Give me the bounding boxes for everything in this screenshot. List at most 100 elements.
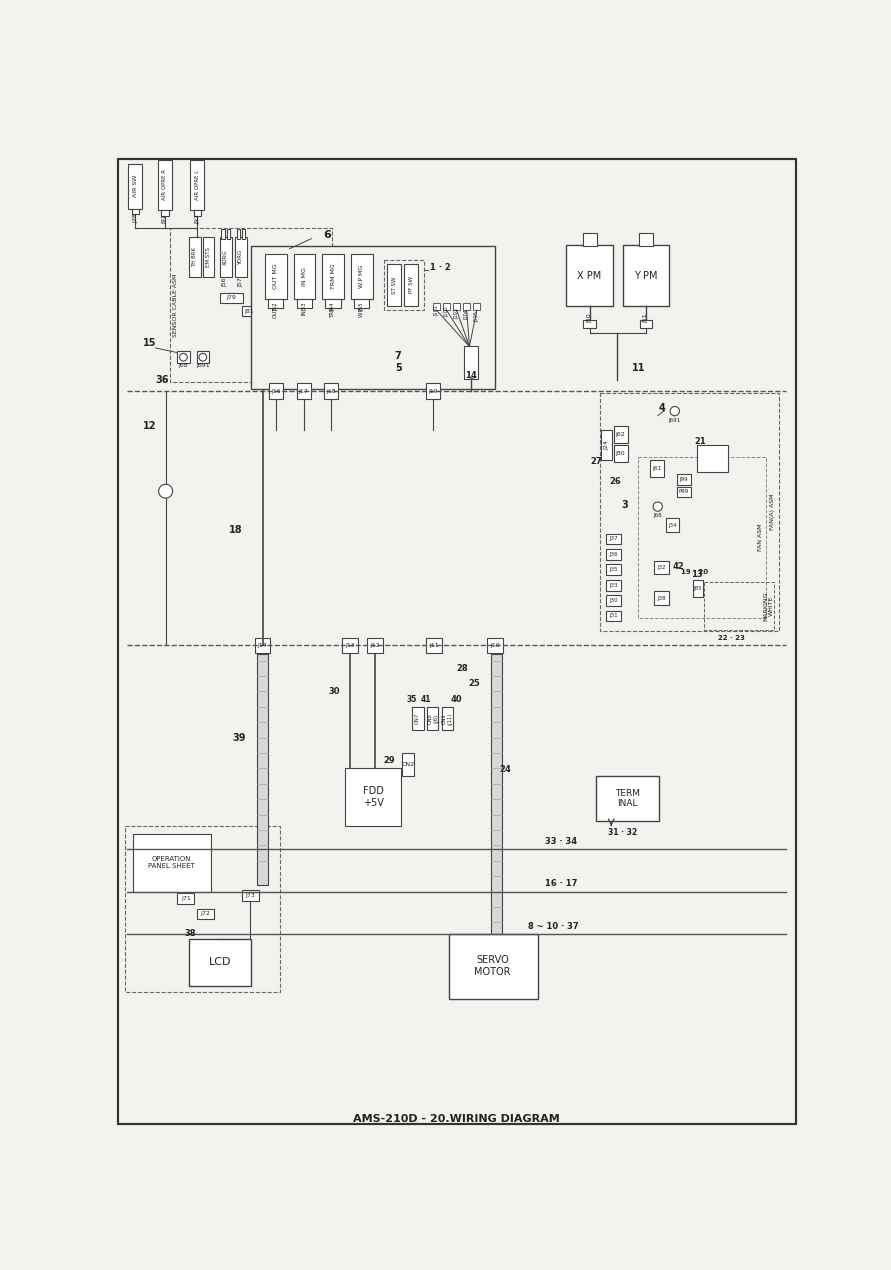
Text: LCD: LCD <box>208 958 231 968</box>
Text: J61: J61 <box>652 466 662 471</box>
Text: 33 · 34: 33 · 34 <box>544 837 577 846</box>
Text: J50: J50 <box>587 314 592 323</box>
Text: J78: J78 <box>133 213 138 222</box>
Text: J68: J68 <box>178 363 188 368</box>
Text: J79: J79 <box>226 296 236 301</box>
Bar <box>567 245 613 306</box>
Bar <box>235 237 247 277</box>
Bar <box>132 208 139 215</box>
Bar <box>442 707 454 730</box>
Text: J80: J80 <box>616 451 625 456</box>
Text: 41: 41 <box>421 695 431 704</box>
Bar <box>584 320 596 328</box>
Text: X PM: X PM <box>577 271 601 281</box>
Bar <box>191 160 204 210</box>
Bar <box>606 579 621 591</box>
Text: 3: 3 <box>622 500 628 511</box>
Text: 22 · 23: 22 · 23 <box>718 635 745 640</box>
Text: J51: J51 <box>643 314 649 323</box>
Text: J68: J68 <box>653 513 662 518</box>
Bar <box>255 638 270 653</box>
Text: 25: 25 <box>468 679 480 688</box>
Bar <box>220 237 232 277</box>
Text: 6: 6 <box>323 230 331 240</box>
Text: P99: P99 <box>679 489 690 494</box>
Text: 35: 35 <box>406 695 416 704</box>
Text: AMS-210D - 20.WIRING DIAGRAM: AMS-210D - 20.WIRING DIAGRAM <box>353 1114 560 1124</box>
Bar <box>367 638 382 653</box>
Bar <box>666 518 680 532</box>
Bar <box>606 564 621 575</box>
Text: 12: 12 <box>143 420 157 431</box>
Bar <box>454 302 460 310</box>
Bar <box>128 164 143 208</box>
Text: 19 · 20: 19 · 20 <box>681 569 707 575</box>
Text: 38: 38 <box>184 930 196 939</box>
Bar <box>405 264 418 306</box>
Bar <box>126 827 281 992</box>
Bar <box>463 302 470 310</box>
Bar <box>606 596 621 606</box>
Bar <box>412 707 424 730</box>
Bar <box>342 638 358 653</box>
Bar <box>222 230 225 239</box>
Bar <box>237 230 240 239</box>
Text: J18: J18 <box>326 389 336 394</box>
Bar <box>491 654 502 947</box>
Bar <box>433 302 440 310</box>
Text: TH BRK: TH BRK <box>192 248 197 267</box>
Bar <box>251 246 495 389</box>
Text: 4: 4 <box>658 403 665 413</box>
Bar <box>426 384 440 399</box>
Text: OUT: OUT <box>274 306 278 318</box>
Text: J62: J62 <box>616 432 625 437</box>
Text: AIR SW: AIR SW <box>133 175 138 197</box>
Text: J31: J31 <box>609 613 617 618</box>
Bar <box>606 549 621 560</box>
Text: J35: J35 <box>609 568 617 573</box>
Text: TERM
INAL: TERM INAL <box>615 789 640 808</box>
Bar <box>354 298 370 307</box>
Text: J81: J81 <box>244 309 254 314</box>
Bar <box>623 245 669 306</box>
Text: AIR OPRE R: AIR OPRE R <box>162 169 168 201</box>
Text: J13: J13 <box>345 643 355 648</box>
Text: FAN(A) ASM: FAN(A) ASM <box>770 494 775 531</box>
Bar <box>189 940 251 986</box>
Bar <box>346 768 401 827</box>
Text: J72: J72 <box>200 912 210 917</box>
Text: FDD
+5V: FDD +5V <box>363 786 384 808</box>
Text: 8 ~ 10 · 37: 8 ~ 10 · 37 <box>527 922 578 931</box>
Bar <box>158 160 172 210</box>
Text: J33: J33 <box>609 583 617 588</box>
Text: J17: J17 <box>298 389 308 394</box>
Bar <box>323 254 344 298</box>
Bar <box>654 592 669 606</box>
Bar <box>654 560 669 574</box>
Text: J92: J92 <box>195 215 200 225</box>
Text: J24: J24 <box>604 441 609 450</box>
Bar <box>473 302 480 310</box>
Text: ST SW: ST SW <box>392 276 396 293</box>
Text: CN8
(J6): CN8 (J6) <box>428 712 438 724</box>
Text: IN: IN <box>302 309 307 315</box>
Text: J91: J91 <box>162 215 168 225</box>
Text: 13: 13 <box>691 570 702 579</box>
Text: J56: J56 <box>223 277 228 287</box>
Text: J14: J14 <box>257 643 267 648</box>
Circle shape <box>199 353 207 361</box>
Text: J54: J54 <box>331 302 336 311</box>
Bar <box>297 298 312 307</box>
Bar <box>677 486 691 498</box>
Text: 31 · 32: 31 · 32 <box>609 828 637 837</box>
Text: 7: 7 <box>395 352 402 362</box>
Text: J52: J52 <box>274 302 278 311</box>
Bar <box>606 611 621 621</box>
Bar <box>241 306 257 316</box>
Bar <box>583 234 597 246</box>
Text: J104: J104 <box>464 310 470 320</box>
Text: XORG: XORG <box>223 249 228 265</box>
Bar <box>297 384 311 399</box>
Bar <box>388 264 401 306</box>
Text: J103: J103 <box>454 307 459 319</box>
